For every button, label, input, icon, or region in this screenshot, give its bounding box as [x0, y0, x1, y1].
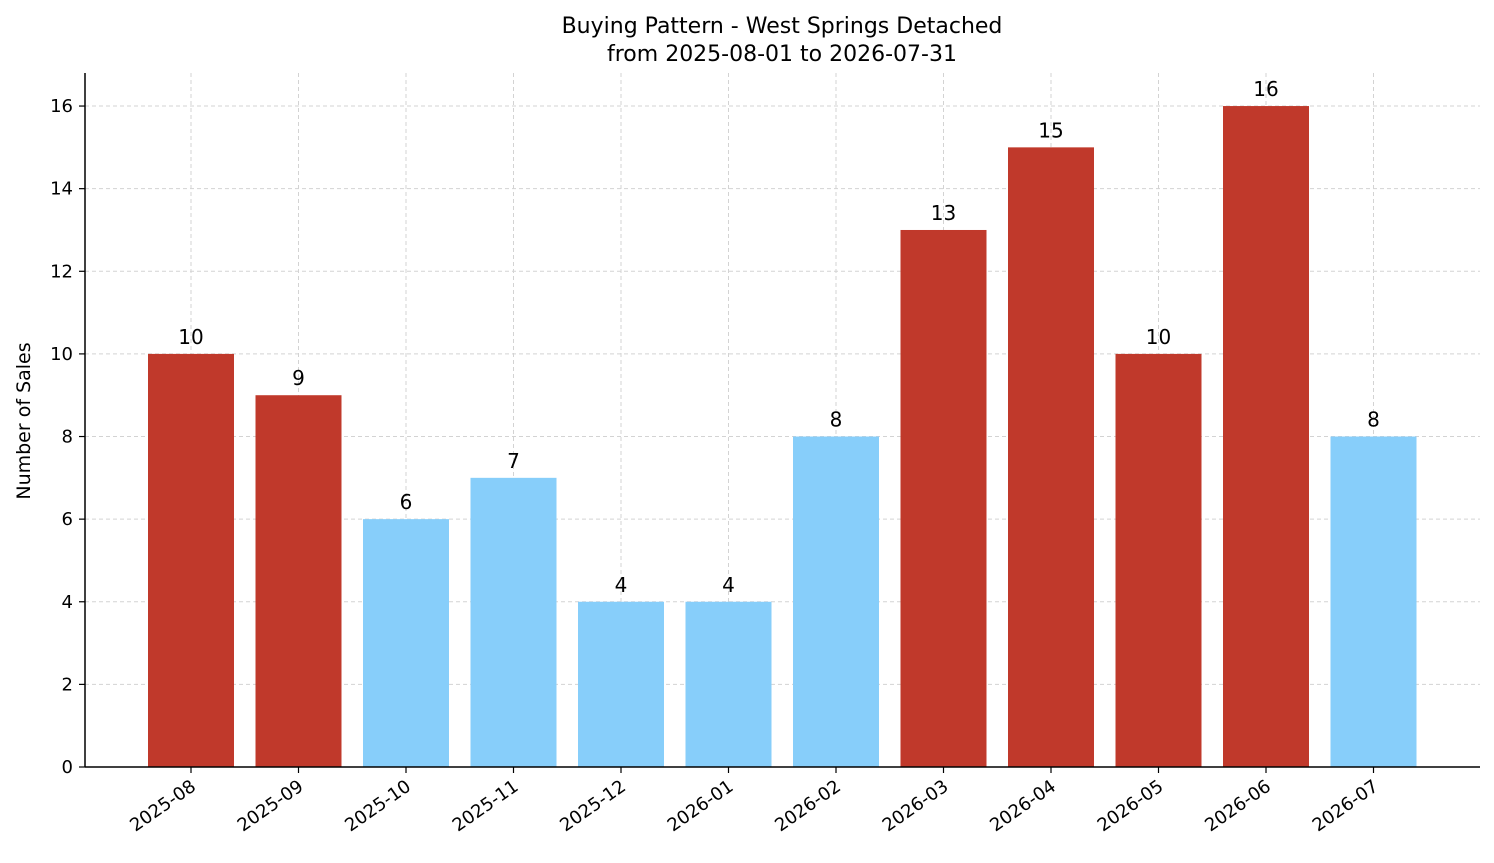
x-tick-label: 2025-10	[341, 776, 415, 836]
y-tick-label: 10	[50, 344, 73, 365]
bar-value-label: 10	[178, 325, 203, 349]
bar-value-label: 13	[931, 201, 956, 225]
data-labels: 10 9 6 7 4 4 8 13 15 10 16 8	[178, 77, 1380, 597]
bar-2025-12	[578, 601, 664, 767]
y-ticks: 0 2 4 6 8 10 12 14 16	[50, 96, 85, 778]
bar-2025-10	[363, 519, 449, 767]
x-tick-label: 2026-05	[1094, 776, 1168, 836]
bar-value-label: 10	[1146, 325, 1171, 349]
y-axis-label: Number of Sales	[13, 342, 35, 499]
bar-value-label: 16	[1253, 77, 1278, 101]
bar-value-label: 6	[400, 490, 413, 514]
bar-value-label: 9	[292, 366, 305, 390]
bar-value-label: 15	[1038, 118, 1063, 142]
y-tick-label: 12	[50, 261, 73, 282]
x-tick-label: 2026-04	[986, 776, 1060, 836]
x-tick-label: 2026-02	[771, 776, 845, 836]
bar-value-label: 7	[507, 449, 520, 473]
bar-2025-11	[470, 477, 557, 767]
x-tick-label: 2026-03	[879, 776, 953, 836]
bar-value-label: 8	[1367, 408, 1380, 432]
x-tick-label: 2026-07	[1309, 776, 1383, 836]
y-tick-label: 4	[62, 592, 73, 613]
x-ticks: 2025-08 2025-09 2025-10 2025-11 2025-12 2026-…	[126, 767, 1382, 836]
bar-2026-05	[1115, 353, 1202, 767]
bar-2025-09	[255, 395, 342, 767]
chart-subtitle: from 2025-08-01 to 2026-07-31	[607, 42, 957, 67]
bar-2026-01	[685, 601, 772, 767]
y-tick-label: 6	[62, 509, 73, 530]
bar-2026-07	[1330, 436, 1417, 767]
y-tick-label: 2	[62, 674, 73, 695]
chart-title: Buying Pattern - West Springs Detached	[562, 14, 1003, 39]
x-tick-label: 2025-11	[449, 776, 523, 836]
x-tick-label: 2025-12	[556, 776, 630, 836]
y-tick-label: 14	[50, 179, 73, 200]
bars-layer	[148, 106, 1417, 768]
bar-2026-03	[900, 229, 987, 767]
bar-value-label: 4	[615, 573, 628, 597]
y-tick-label: 8	[62, 427, 73, 448]
bar-2026-02	[793, 436, 879, 767]
bar-value-label: 8	[830, 408, 843, 432]
bar-2026-04	[1008, 147, 1094, 767]
bar-value-label: 4	[722, 573, 735, 597]
x-tick-label: 2026-01	[664, 776, 738, 836]
x-tick-label: 2026-06	[1201, 776, 1275, 836]
y-tick-label: 16	[50, 96, 73, 117]
y-tick-label: 0	[62, 757, 73, 778]
bar-2025-08	[148, 353, 234, 767]
bar-2026-06	[1223, 106, 1309, 768]
x-tick-label: 2025-08	[126, 776, 200, 836]
x-tick-label: 2025-09	[234, 776, 308, 836]
